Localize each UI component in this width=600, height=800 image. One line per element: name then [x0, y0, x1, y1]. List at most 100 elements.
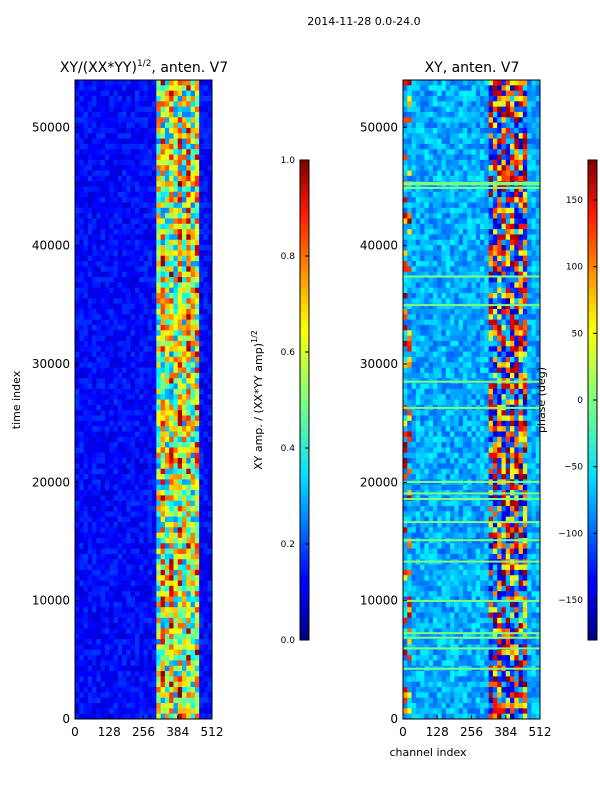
- amplitude-heatmap-cell: [169, 660, 174, 667]
- amplitude-heatmap-cell: [160, 458, 166, 464]
- amplitude-heatmap-cell: [207, 559, 213, 565]
- amplitude-heatmap-cell: [152, 80, 157, 86]
- amplitude-heatmap-cell: [169, 170, 174, 177]
- amplitude-heatmap-cell: [173, 149, 179, 155]
- phase-heatmap-cell: [432, 239, 438, 246]
- phase-heatmap-cell: [437, 170, 442, 177]
- amplitude-heatmap-cell: [113, 447, 119, 454]
- amplitude-heatmap-cell: [190, 372, 196, 379]
- amplitude-heatmap-cell: [126, 644, 132, 651]
- amplitude-heatmap-cell: [156, 202, 162, 209]
- amplitude-heatmap-cell: [194, 601, 200, 608]
- amplitude-heatmap-cell: [96, 175, 102, 182]
- amplitude-heatmap-cell: [79, 713, 84, 720]
- phase-heatmap-cell: [415, 255, 421, 262]
- amplitude-heatmap-cell: [203, 527, 209, 534]
- phase-heatmap-cell: [432, 218, 438, 225]
- amplitude-heatmap-cell: [173, 420, 179, 427]
- phase-heatmap-cell: [531, 229, 537, 235]
- amplitude-heatmap-cell: [152, 90, 157, 97]
- amplitude-heatmap-cell: [173, 229, 179, 235]
- amplitude-heatmap-cell: [122, 553, 127, 560]
- amplitude-heatmap-cell: [96, 532, 102, 539]
- amplitude-heatmap-cell: [117, 644, 123, 651]
- phase-heatmap-cell: [432, 127, 438, 134]
- amplitude-heatmap-cell: [113, 527, 119, 534]
- amplitude-heatmap-cell: [117, 303, 123, 310]
- amplitude-heatmap-cell: [177, 271, 183, 278]
- amplitude-heatmap-cell: [87, 239, 93, 246]
- phase-heatmap-cell: [424, 197, 430, 203]
- phase-heatmap-cell: [492, 239, 498, 246]
- amplitude-heatmap-cell: [100, 479, 106, 486]
- amplitude-heatmap-cell: [104, 607, 110, 613]
- phase-heatmap-cell: [458, 127, 464, 134]
- phase-heatmap-cell: [514, 202, 519, 209]
- phase-heatmap-cell: [428, 122, 434, 129]
- phase-heatmap-cell: [522, 117, 528, 124]
- phase-heatmap-cell: [518, 170, 524, 177]
- phase-heatmap-cell: [437, 213, 442, 219]
- amplitude-heatmap-cell: [79, 639, 84, 645]
- amplitude-heatmap-cell: [122, 532, 127, 539]
- amplitude-heatmap-cell: [134, 596, 140, 603]
- amplitude-heatmap-cell: [130, 271, 136, 278]
- amplitude-heatmap-cell: [152, 548, 157, 555]
- amplitude-heatmap-cell: [130, 671, 136, 677]
- amplitude-heatmap-cell: [182, 521, 187, 528]
- amplitude-heatmap-cell: [100, 314, 106, 321]
- phase-heatmap-cell: [471, 95, 477, 102]
- amplitude-heatmap-cell: [134, 266, 140, 273]
- amplitude-heatmap-cell: [96, 266, 102, 273]
- amplitude-heatmap-cell: [130, 277, 136, 283]
- amplitude-heatmap-cell: [152, 463, 157, 470]
- amplitude-heatmap-cell: [109, 431, 114, 438]
- phase-heatmap-cell: [480, 191, 485, 198]
- phase-heatmap-cell: [471, 165, 477, 171]
- amplitude-heatmap-cell: [100, 527, 106, 534]
- amplitude-heatmap-cell: [156, 277, 162, 283]
- phase-heatmap-cell: [471, 154, 477, 161]
- amplitude-heatmap-cell: [92, 367, 97, 374]
- amplitude-heatmap-cell: [190, 234, 196, 241]
- phase-heatmap-cell: [514, 207, 519, 214]
- amplitude-heatmap-cell: [160, 569, 166, 576]
- amplitude-heatmap-cell: [169, 713, 174, 720]
- amplitude-heatmap-cell: [182, 527, 187, 534]
- amplitude-heatmap-cell: [190, 95, 196, 102]
- amplitude-heatmap-cell: [117, 607, 123, 613]
- amplitude-heatmap-cell: [139, 649, 144, 656]
- phase-heatmap-cell: [527, 186, 532, 193]
- amplitude-heatmap-cell: [156, 580, 162, 587]
- amplitude-heatmap-cell: [96, 442, 102, 448]
- amplitude-heatmap-cell: [199, 633, 204, 640]
- amplitude-heatmap-cell: [139, 660, 144, 667]
- amplitude-heatmap-cell: [194, 149, 200, 155]
- phase-heatmap-cell: [415, 127, 421, 134]
- amplitude-heatmap-cell: [160, 655, 166, 661]
- phase-heatmap-cell: [458, 191, 464, 198]
- amplitude-heatmap-cell: [182, 511, 187, 518]
- amplitude-heatmap-cell: [117, 649, 123, 656]
- amplitude-heatmap-cell: [194, 324, 200, 331]
- phase-heatmap-cell: [475, 117, 481, 124]
- amplitude-heatmap-cell: [83, 356, 89, 363]
- amplitude-heatmap-cell: [96, 165, 102, 171]
- amplitude-heatmap-cell: [169, 223, 174, 230]
- amplitude-heatmap-cell: [113, 335, 119, 342]
- amplitude-heatmap-cell: [190, 170, 196, 177]
- amplitude-heatmap-cell: [156, 564, 162, 571]
- phase-heatmap-cell: [510, 175, 515, 182]
- amplitude-heatmap-cell: [143, 229, 149, 235]
- phase-heatmap-cell: [480, 245, 485, 251]
- amplitude-heatmap-cell: [109, 484, 114, 491]
- amplitude-heatmap-cell: [190, 101, 196, 108]
- amplitude-heatmap-cell: [104, 143, 110, 150]
- phase-heatmap-cell: [428, 117, 434, 124]
- amplitude-heatmap-cell: [113, 356, 119, 363]
- phase-heatmap-cell: [497, 186, 502, 193]
- amplitude-heatmap-cell: [186, 186, 191, 193]
- amplitude-heatmap-cell: [117, 250, 123, 257]
- amplitude-heatmap-cell: [186, 548, 191, 555]
- amplitude-heatmap-cell: [156, 356, 162, 363]
